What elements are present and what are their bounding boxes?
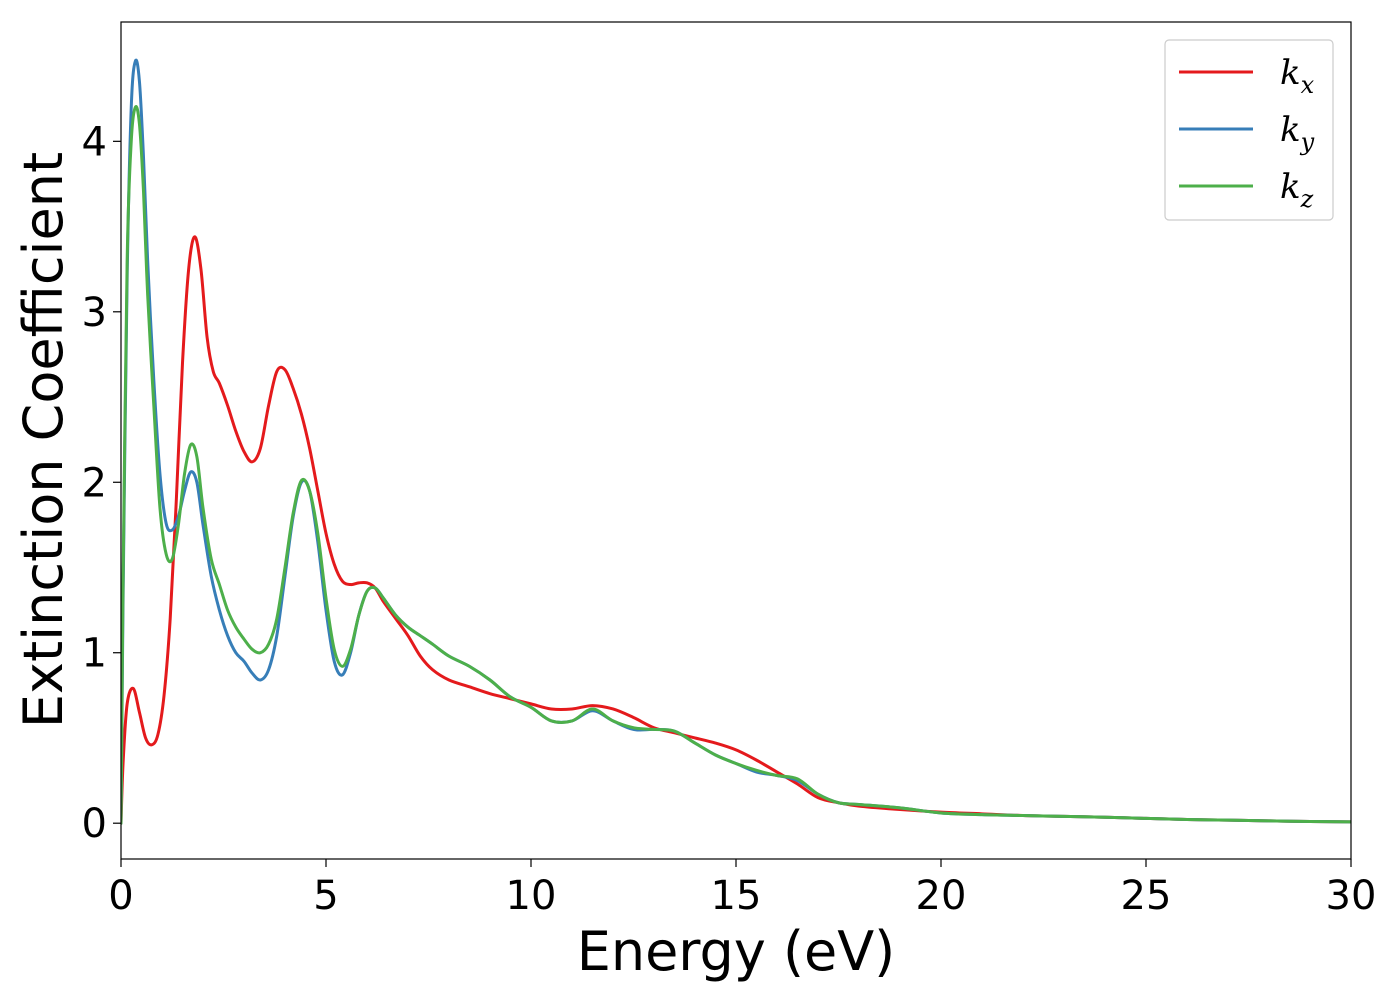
legend-label-k-x: kx <box>1280 53 1315 99</box>
y-tick-label: 4 <box>82 119 107 165</box>
x-tick-label: 25 <box>1121 873 1172 919</box>
y-axis-label: Extinction Coefficient <box>12 152 75 728</box>
series-layer <box>121 58 1351 825</box>
y-tick-label: 1 <box>82 631 107 677</box>
x-tick-label: 30 <box>1326 873 1377 919</box>
legend-label-k-z: kz <box>1280 167 1314 213</box>
x-axis-label: Energy (eV) <box>577 920 896 983</box>
y-axis-ticks: 0 1 2 3 4 <box>82 119 121 847</box>
legend: kx ky kz <box>1164 39 1334 221</box>
x-tick-label: 20 <box>916 873 967 919</box>
x-tick-label: 10 <box>506 873 557 919</box>
x-tick-label: 0 <box>108 873 133 919</box>
series-line-k-x <box>121 235 1351 825</box>
x-tick-label: 5 <box>313 873 338 919</box>
y-tick-label: 2 <box>82 460 107 506</box>
legend-label-k-y: ky <box>1280 110 1315 156</box>
y-tick-label: 3 <box>82 290 107 336</box>
series-line-k-z <box>121 105 1351 825</box>
x-axis-ticks: 0 5 10 15 20 25 30 <box>108 859 1376 919</box>
x-tick-label: 15 <box>711 873 762 919</box>
y-tick-label: 0 <box>82 801 107 847</box>
